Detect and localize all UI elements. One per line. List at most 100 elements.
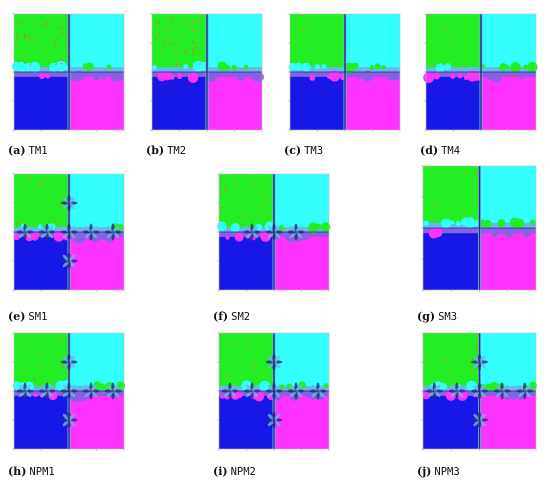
basin-plot-npm2 xyxy=(213,327,335,455)
boundary-lobe xyxy=(492,73,502,83)
boundary-lobe xyxy=(423,72,435,84)
boundary-lobe xyxy=(423,220,429,226)
quadrant-bottom-right xyxy=(207,72,262,130)
speckle xyxy=(58,206,61,208)
boundary-lobe xyxy=(151,65,157,71)
quadrant-top-right xyxy=(479,166,536,228)
flower-patterns xyxy=(243,223,305,241)
quadrant-top-left xyxy=(14,174,69,232)
boundary-lobe xyxy=(294,62,303,71)
quadrant-bottom-left xyxy=(426,72,481,130)
speckle xyxy=(184,23,187,25)
speckle xyxy=(62,366,65,368)
basin-plot-sm1 xyxy=(8,168,130,296)
speckle xyxy=(191,41,194,44)
caption-tag: (i) xyxy=(213,465,228,478)
quadrant-bottom-right xyxy=(274,232,329,290)
speckle xyxy=(61,59,64,62)
speckle xyxy=(302,14,305,16)
speckle xyxy=(195,46,198,48)
speckle xyxy=(225,191,227,193)
speckle xyxy=(62,33,64,35)
quadrant-bottom-left xyxy=(14,232,69,290)
flower-patterns xyxy=(16,353,122,429)
flower-petal xyxy=(295,225,303,233)
speckle xyxy=(252,361,255,364)
speckle xyxy=(163,40,166,43)
boundary-lobe xyxy=(12,381,22,390)
speckle xyxy=(170,30,173,32)
flower-petal xyxy=(68,384,76,392)
boundary-lobe xyxy=(101,75,107,80)
basin-svg xyxy=(421,165,537,292)
boundary-lobe xyxy=(80,234,87,241)
caption-tag: (c) xyxy=(284,144,302,157)
caption-method-name: NPM3 xyxy=(434,466,460,478)
speckles xyxy=(155,15,201,67)
flower-petal xyxy=(229,384,237,392)
boundary-lobe xyxy=(522,228,532,238)
speckle xyxy=(198,47,201,50)
quadrant-top-left xyxy=(219,174,274,232)
boundary-lobe xyxy=(466,380,477,392)
speckle xyxy=(193,49,195,51)
boundary-lobe xyxy=(450,73,456,79)
boundary-lobe xyxy=(206,72,216,83)
boundary-lobe xyxy=(260,231,272,242)
boundary-lobe xyxy=(183,63,189,69)
boundary-lobe xyxy=(214,73,220,79)
speckle xyxy=(252,182,254,185)
speckle xyxy=(29,64,32,66)
flower-petal xyxy=(273,355,281,363)
speckle xyxy=(238,216,241,219)
basin-svg xyxy=(288,13,401,132)
speckle xyxy=(157,32,160,34)
speckle xyxy=(234,184,236,187)
caption-method-name: TM3 xyxy=(304,145,324,157)
boundary-lobe xyxy=(29,61,41,73)
flower-petal xyxy=(24,225,32,233)
quadrant-top-right xyxy=(274,333,329,391)
speckle xyxy=(445,27,448,30)
boundary-lobe xyxy=(374,63,381,70)
boundary-lobe xyxy=(39,73,46,80)
boundary-lobe xyxy=(514,218,525,229)
boundary-lobe xyxy=(450,220,455,225)
speckle xyxy=(188,23,190,25)
boundary-lobe xyxy=(230,223,240,233)
speckle xyxy=(60,58,63,60)
boundary-lobe xyxy=(117,223,124,231)
speckle xyxy=(191,49,194,52)
flower-petal xyxy=(478,413,486,421)
speckle xyxy=(177,41,180,44)
speckle xyxy=(30,175,33,178)
flower-petal xyxy=(433,384,441,392)
flower-petal xyxy=(501,384,509,392)
flower-petal xyxy=(68,355,76,363)
speckle xyxy=(464,173,466,175)
caption-method-name: SM1 xyxy=(28,311,48,323)
flower-petal xyxy=(273,413,281,421)
panel-caption: (b) TM2 xyxy=(146,144,186,157)
basin-svg xyxy=(217,173,331,292)
caption-method-name: NPM2 xyxy=(230,466,256,478)
boundary-lobe xyxy=(455,220,461,227)
boundary-lobe xyxy=(308,222,319,234)
quadrant-bottom-right xyxy=(479,391,536,449)
boundary-lobe xyxy=(422,392,431,400)
panel-caption: (g) SM3 xyxy=(417,310,457,323)
panel-caption: (h) NPM1 xyxy=(8,465,55,478)
boundary-lobe xyxy=(98,383,106,391)
boundary-lobe xyxy=(53,230,65,242)
speckle xyxy=(172,20,175,22)
boundary-lobe xyxy=(93,74,100,81)
flower-petal xyxy=(251,225,259,233)
speckle xyxy=(46,23,49,26)
boundary-lobe xyxy=(320,222,331,232)
flower-petal xyxy=(478,384,486,392)
speckle xyxy=(441,360,444,362)
speckle xyxy=(193,41,195,43)
flower-petal xyxy=(90,384,98,392)
boundary-lobe xyxy=(489,381,500,392)
speckle xyxy=(62,21,64,23)
